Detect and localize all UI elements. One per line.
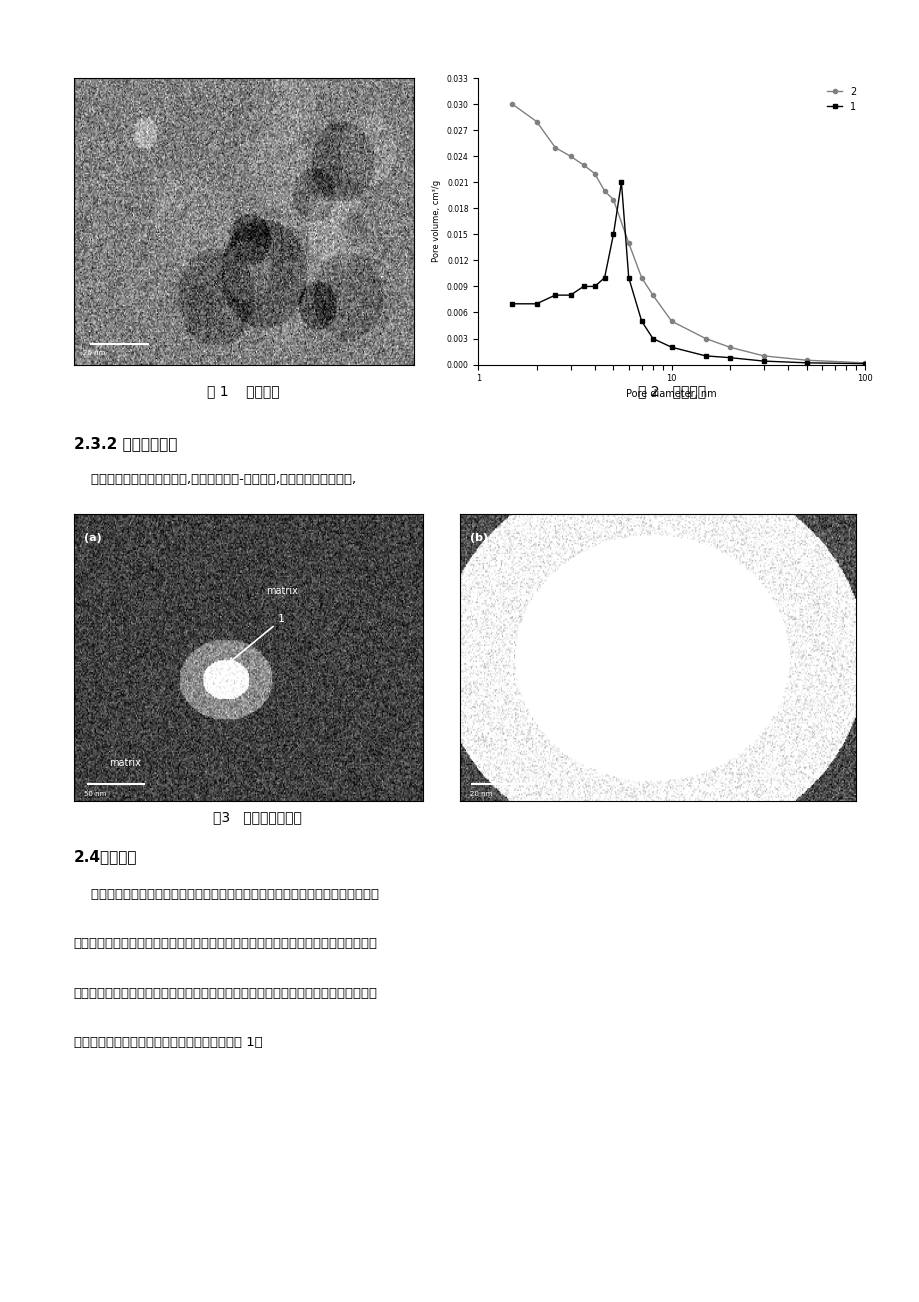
2	[588, 165, 599, 181]
1	[598, 270, 609, 285]
2	[647, 288, 658, 303]
Text: 为进一步研究球体内部结构,采用金属包埋-切割技术,将球体包埋在金属中,: 为进一步研究球体内部结构,采用金属包埋-切割技术,将球体包埋在金属中,	[74, 473, 356, 486]
Text: 目前市售大多是银离子抗菌球，因厂家不同而叫法不同，比如纳米银抗菌球、银离: 目前市售大多是银离子抗菌球，因厂家不同而叫法不同，比如纳米银抗菌球、银离	[74, 888, 379, 901]
Text: 图 1    微观结构: 图 1 微观结构	[208, 384, 279, 398]
Text: 50 nm: 50 nm	[84, 790, 106, 797]
Text: 较差。微孔抗菌球与银离子球各项指标对比见表 1。: 较差。微孔抗菌球与银离子球各项指标对比见表 1。	[74, 1036, 262, 1049]
Text: 显微镜直接观察微观结构。由图 3 可以看出,图中四周黑色区域是所用基体金属,: 显微镜直接观察微观结构。由图 3 可以看出,图中四周黑色区域是所用基体金属,	[74, 572, 362, 585]
2	[577, 158, 588, 173]
1	[647, 331, 658, 346]
2	[665, 314, 676, 329]
1	[665, 340, 676, 355]
Text: 20 nm: 20 nm	[470, 790, 492, 797]
1	[800, 355, 811, 371]
1	[699, 348, 710, 363]
Text: 5: 5	[721, 633, 773, 658]
Text: 1: 1	[229, 615, 285, 663]
Text: 20 nm: 20 nm	[83, 350, 106, 357]
2	[530, 113, 541, 129]
Text: (b): (b)	[470, 533, 488, 543]
2	[723, 340, 734, 355]
2	[564, 148, 575, 164]
Text: 6: 6	[654, 547, 676, 581]
Text: 2.4指标对比: 2.4指标对比	[74, 849, 137, 865]
Text: 中间如区域 1 所示部位为横切面。球体横切面孔道呈锥体状。: 中间如区域 1 所示部位为横切面。球体横切面孔道呈锥体状。	[74, 621, 299, 634]
Text: 2: 2	[534, 658, 576, 678]
Text: matrix: matrix	[747, 772, 779, 783]
1	[757, 353, 768, 368]
X-axis label: Pore diameter, nm: Pore diameter, nm	[626, 389, 716, 398]
Text: 图3   球体的微观结构: 图3 球体的微观结构	[213, 810, 301, 824]
Text: 4: 4	[679, 746, 725, 772]
Legend: 2, 1: 2, 1	[823, 83, 859, 116]
1	[615, 174, 626, 190]
2	[800, 353, 811, 368]
Text: 银粉或银化物等材料经高温烧制而成的实体球。银离子抗菌球抗菌触面有限，抗菌效果: 银粉或银化物等材料经高温烧制而成的实体球。银离子抗菌球抗菌触面有限，抗菌效果	[74, 987, 377, 1000]
Line: 1: 1	[510, 180, 866, 366]
2	[607, 191, 618, 207]
1	[577, 279, 588, 294]
1	[858, 355, 869, 371]
1	[635, 314, 646, 329]
1	[564, 288, 575, 303]
Text: 2.3.2 透射电镜分析: 2.3.2 透射电镜分析	[74, 436, 176, 452]
Text: 3: 3	[728, 682, 776, 700]
Text: (a): (a)	[84, 533, 101, 543]
1	[506, 296, 517, 311]
2	[635, 270, 646, 285]
2	[622, 236, 633, 251]
Text: 图 2   孔径分布: 图 2 孔径分布	[637, 384, 705, 398]
1	[550, 288, 561, 303]
Line: 2: 2	[510, 102, 866, 365]
1	[723, 350, 734, 366]
Text: matrix: matrix	[109, 758, 141, 768]
1	[530, 296, 541, 311]
2	[598, 184, 609, 199]
2	[506, 96, 517, 112]
2	[858, 355, 869, 371]
Text: 然后将样品切割开，用日本电子珠式会社生产的 JEOL JEM-2010FEF 型透射电子: 然后将样品切割开，用日本电子珠式会社生产的 JEOL JEM-2010FEF 型…	[74, 522, 409, 535]
1	[607, 227, 618, 242]
2	[699, 331, 710, 346]
Text: matrix: matrix	[267, 586, 298, 596]
2	[550, 139, 561, 155]
Y-axis label: Pore volume, cm³/g: Pore volume, cm³/g	[432, 180, 441, 263]
2	[757, 348, 768, 363]
1	[588, 279, 599, 294]
1	[622, 270, 633, 285]
Text: 子抗菌球，高效银抗菌球等产品，它们多以粘土、高岭土等陶瓷材料为基材，通过添加: 子抗菌球，高效银抗菌球等产品，它们多以粘土、高岭土等陶瓷材料为基材，通过添加	[74, 937, 377, 950]
Text: matrix: matrix	[747, 535, 779, 546]
